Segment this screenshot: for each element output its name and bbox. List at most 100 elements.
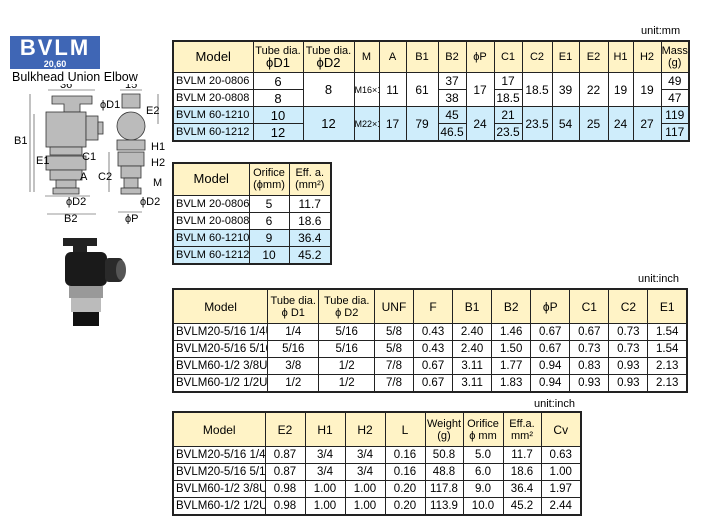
col-header: C1 xyxy=(569,288,610,324)
cell: 0.93 xyxy=(569,374,610,393)
dimension-drawing: 36 15 B1 E1 ϕD1 E2 C1 H1 H2 C2 A M ϕD2 ϕ… xyxy=(14,84,165,224)
cell: 3/4 xyxy=(344,463,386,481)
cell: 1.46 xyxy=(491,323,532,341)
cell: 3/4 xyxy=(304,463,346,481)
cell: 5/8 xyxy=(373,340,415,358)
col-header: Eff. a. (mm²) xyxy=(288,162,332,196)
cell: 24 xyxy=(465,106,495,142)
dim-label: C1 xyxy=(82,151,96,163)
cell: 1.54 xyxy=(647,340,688,358)
cell: 1/2 xyxy=(267,374,320,393)
cell: 1.00 xyxy=(344,497,386,516)
header-line: Tube dia. xyxy=(323,294,370,307)
cell: 17 xyxy=(465,72,495,107)
cell: 5/8 xyxy=(373,323,415,341)
cell: 10 xyxy=(252,106,304,124)
table-row: BVLM60-1/2 1/2U 0.98 1.00 1.00 0.20 113.9 10.0… xyxy=(172,497,582,516)
header-row: Model E2 H1 H2 L Weight (g) Orifice ϕ mm Eff.a. mm… xyxy=(172,411,582,447)
cell: 5/16 xyxy=(318,323,375,341)
cell: 38 xyxy=(437,89,467,107)
col-header: C1 xyxy=(493,40,523,73)
cell: 0.93 xyxy=(608,357,649,375)
table-row: BVLM20-5/16 5/16U5/165/165/80.432.401.50… xyxy=(172,340,688,358)
cell: 5/16 xyxy=(267,340,320,358)
logo-name: BVLM xyxy=(19,35,91,60)
col-header: Tube dia. ϕ D1 xyxy=(267,288,320,324)
dim-label: ϕD2 xyxy=(140,196,160,208)
cell: 1/2 xyxy=(318,374,375,393)
table-row: BVLM 60-1210 9 36.4 xyxy=(172,228,332,247)
col-header: ϕP xyxy=(530,288,571,324)
dim-label: ϕD1 xyxy=(100,99,120,111)
col-header: Orifice (ϕmm) xyxy=(248,162,290,196)
table-row: BVLM 60-1210 10 12 M22×1 17 79 45 24 21 … xyxy=(172,106,690,142)
cell: 45.2 xyxy=(288,245,332,264)
cell: M22×1 xyxy=(353,106,380,142)
cell: BVLM 60-1212 xyxy=(172,123,254,142)
cell: BVLM20-5/16 5/16U xyxy=(172,463,266,481)
col-header: H2 xyxy=(344,411,386,447)
cell: 7/8 xyxy=(373,357,415,375)
cell: 1.00 xyxy=(344,480,386,498)
col-header: C2 xyxy=(608,288,649,324)
header-line: Eff.a. xyxy=(509,417,535,430)
unit-label: unit:inch xyxy=(638,273,679,285)
spec-table-mm: Model Tube dia. ϕD1 Tube dia. ϕD2 M A B1 B… xyxy=(172,40,690,142)
cell: 0.67 xyxy=(413,374,454,393)
dim-label: H1 xyxy=(151,141,165,153)
cell: 8 xyxy=(302,72,355,107)
cell: 0.20 xyxy=(384,480,426,498)
table-row: BVLM60-1/2 3/8U 3/8 1/2 7/8 0.67 3.11 1.77 0.94… xyxy=(172,357,688,375)
product-subtitle: Bulkhead Union Elbow xyxy=(12,70,138,84)
cell: BVLM 20-0808 xyxy=(172,211,250,230)
cell: 0.87 xyxy=(264,463,306,481)
cell: 18.6 xyxy=(502,463,542,481)
cell: BVLM 60-1210 xyxy=(172,106,254,124)
cell: 36.4 xyxy=(502,480,542,498)
cell: 0.73 xyxy=(608,323,649,341)
col-header: H1 xyxy=(304,411,346,447)
cell: 0.87 xyxy=(264,446,306,464)
cell: 0.94 xyxy=(530,357,571,375)
dim-label: E1 xyxy=(36,155,49,167)
cell: 2.40 xyxy=(452,323,493,341)
dim-label: B2 xyxy=(64,213,77,224)
cell: 1/2 xyxy=(318,357,375,375)
col-header: Mass (g) xyxy=(660,40,690,73)
col-header: L xyxy=(384,411,426,447)
dim-label: ϕD2 xyxy=(66,196,86,208)
cell: 18.5 xyxy=(493,89,523,107)
cell: 47 xyxy=(660,89,690,107)
cell: 0.93 xyxy=(608,374,649,393)
header-line: ϕ D2 xyxy=(335,306,359,319)
header-line: Orifice xyxy=(467,417,499,430)
table-row: BVLM 60-1212 10 45.2 xyxy=(172,245,332,264)
cell: BVLM60-1/2 1/2U xyxy=(172,374,269,393)
cell: 3/8 xyxy=(267,357,320,375)
dim-label: M xyxy=(153,177,162,189)
cell: 54 xyxy=(551,106,580,142)
cell: 10.0 xyxy=(462,497,504,516)
cell: 46.5 xyxy=(437,123,467,142)
cell: 5.0 xyxy=(462,446,504,464)
cell: 12 xyxy=(302,106,355,142)
header-line: Tube dia. xyxy=(270,294,316,307)
cell: BVLM20-5/16 1/4U xyxy=(172,323,269,341)
col-header: A xyxy=(378,40,407,73)
orifice-table: Model Orifice (ϕmm) Eff. a. (mm²) BVLM 20-… xyxy=(172,162,332,265)
cell: 21 xyxy=(493,106,523,124)
header-line: (g) xyxy=(437,429,451,442)
col-header: E2 xyxy=(264,411,306,447)
cell: 117 xyxy=(660,123,690,142)
cell: 36.4 xyxy=(288,228,332,247)
cell: 11.7 xyxy=(288,194,332,213)
col-header: Weight (g) xyxy=(424,411,464,447)
cell: 11 xyxy=(378,72,407,107)
cell: 2.40 xyxy=(452,340,493,358)
cell: 12 xyxy=(252,123,304,142)
cell: 19 xyxy=(607,72,634,107)
col-header: Orifice ϕ mm xyxy=(462,411,504,447)
unit-label: unit:inch xyxy=(534,398,575,410)
dim-label: 36 xyxy=(60,84,72,91)
cell: 2.13 xyxy=(647,357,688,375)
